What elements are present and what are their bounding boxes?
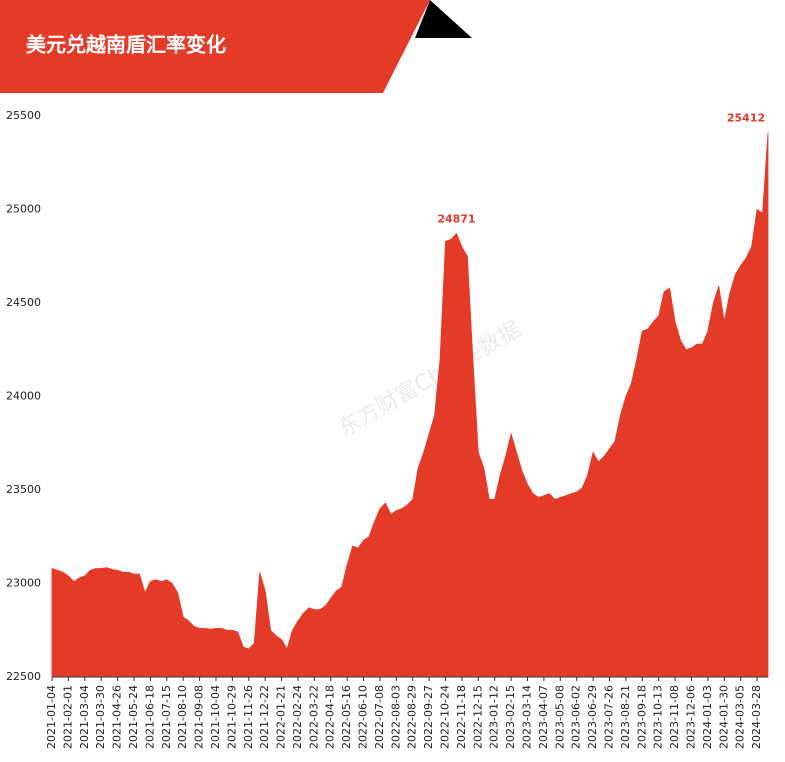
x-tick-label: 2021-06-18 [143,685,156,749]
x-tick-label: 2023-06-29 [586,685,599,749]
x-tick-label: 2021-11-26 [242,685,255,749]
y-tick-label: 24000 [6,390,41,403]
x-tick-label: 2023-11-08 [668,685,681,749]
x-tick-label: 2022-01-21 [275,685,288,749]
x-tick-label: 2022-10-24 [439,685,452,749]
x-tick-label: 2021-09-08 [193,685,206,749]
x-tick-label: 2023-09-18 [635,685,648,749]
area [51,132,769,678]
value-label: 25412 [727,111,765,124]
x-tick-label: 2023-06-02 [570,685,583,749]
x-tick-label: 2024-01-30 [717,685,730,749]
x-tick-label: 2022-04-18 [324,685,337,749]
x-tick-label: 2023-03-14 [521,685,534,749]
y-tick-label: 23000 [6,577,41,590]
x-tick-label: 2022-05-16 [340,685,353,749]
banner-corner [415,0,472,38]
x-tick-label: 2021-03-04 [78,685,91,749]
value-label: 24871 [437,213,475,226]
x-tick-label: 2023-07-26 [602,685,615,749]
x-tick-label: 2022-08-29 [406,685,419,749]
x-tick-label: 2023-08-21 [619,685,632,749]
x-tick-label: 2021-08-10 [176,685,189,749]
x-tick-label: 2023-02-15 [504,685,517,749]
x-tick-label: 2024-03-05 [734,685,747,749]
x-tick-label: 2022-09-27 [422,685,435,749]
y-tick-label: 25500 [6,109,41,122]
x-tick-label: 2022-06-10 [357,685,370,749]
y-tick-label: 24500 [6,296,41,309]
x-tick-label: 2021-01-04 [45,685,58,749]
x-tick-label: 2022-02-24 [291,685,304,749]
x-tick-label: 2023-05-08 [553,685,566,749]
x-tick-label: 2023-01-12 [488,685,501,749]
x-tick-label: 2022-11-18 [455,685,468,749]
x-tick-label: 2021-07-15 [160,685,173,749]
x-tick-label: 2023-10-13 [652,685,665,749]
x-tick-label: 2021-10-29 [225,685,238,749]
x-tick-label: 2023-12-06 [684,685,697,749]
x-tick-label: 2021-05-24 [127,685,140,749]
x-tick-label: 2023-04-07 [537,685,550,749]
x-tick-label: 2021-02-01 [61,685,74,749]
x-tick-label: 2021-10-04 [209,685,222,749]
x-tick-label: 2024-01-03 [701,685,714,749]
x-tick-label: 2024-03-28 [750,685,763,749]
watermark: 东方财富Choice数据 [334,317,525,442]
x-tick-label: 2022-08-03 [389,685,402,749]
y-tick-label: 25000 [6,203,41,216]
y-tick-label: 22500 [6,670,41,683]
chart-title: 美元兑越南盾汇率变化 [26,33,226,57]
title-banner [0,0,430,93]
x-tick-label: 2021-12-22 [258,685,271,749]
x-tick-label: 2021-03-30 [94,685,107,749]
y-tick-label: 23500 [6,483,41,496]
x-tick-label: 2022-03-22 [307,685,320,749]
x-tick-label: 2022-12-15 [471,685,484,749]
x-tick-label: 2021-04-26 [111,685,124,749]
x-tick-label: 2022-07-08 [373,685,386,749]
